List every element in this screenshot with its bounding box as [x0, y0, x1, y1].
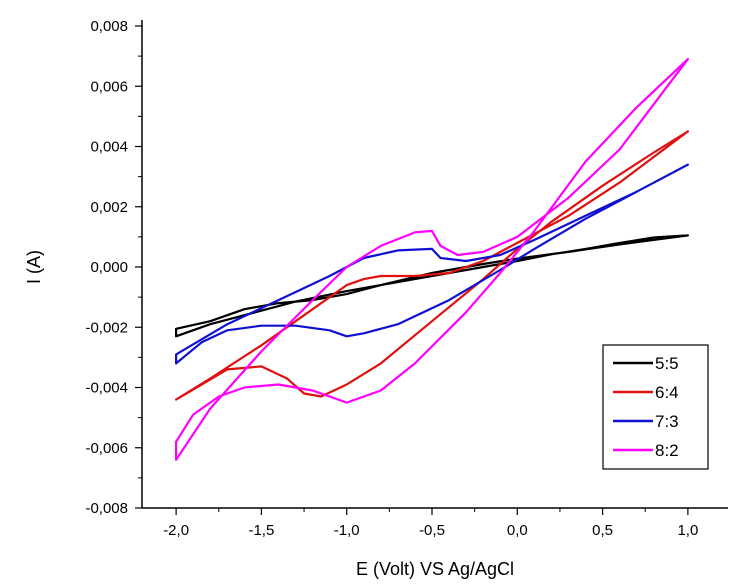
- series-line-3: [175, 163, 690, 365]
- plot-lines: [175, 57, 690, 461]
- y-tick-label: -0,002: [85, 319, 128, 336]
- legend-box: [602, 344, 709, 470]
- series-line-2: [175, 130, 690, 401]
- axes: -2,0 -1,5 -1,0 -0,5 0,0 0,5 1,0 -0,008 -0,006 -0,…: [85, 18, 728, 539]
- y-tick-label: 0,002: [90, 199, 128, 216]
- y-tick-label: -0,006: [85, 440, 128, 457]
- y-tick-label: 0,000: [90, 259, 128, 276]
- series-line-4: [175, 57, 690, 461]
- x-tick-label: 0,0: [507, 522, 528, 539]
- legend-label: 5:5: [655, 354, 679, 373]
- x-tick-label: 0,5: [592, 522, 613, 539]
- legend-label: 8:2: [655, 441, 679, 460]
- x-axis-title: E (Volt) VS Ag/AgCl: [356, 559, 514, 579]
- x-tick-label: -2,0: [163, 522, 189, 539]
- x-tick-label: -1,0: [334, 522, 360, 539]
- y-tick-label: 0,008: [90, 18, 128, 35]
- y-axis-title: I (A): [24, 250, 44, 284]
- legend: 5:5 6:4 7:3 8:2: [602, 344, 709, 470]
- y-tick-label: 0,004: [90, 139, 128, 156]
- y-tick-label: 0,006: [90, 78, 128, 95]
- legend-label: 7:3: [655, 412, 679, 431]
- legend-label: 6:4: [655, 383, 679, 402]
- y-tick-label: -0,004: [85, 380, 128, 397]
- x-tick-label: 1,0: [677, 522, 698, 539]
- x-tick-label: -1,5: [248, 522, 274, 539]
- x-tick-label: -0,5: [419, 522, 445, 539]
- y-tick-label: -0,008: [85, 500, 128, 517]
